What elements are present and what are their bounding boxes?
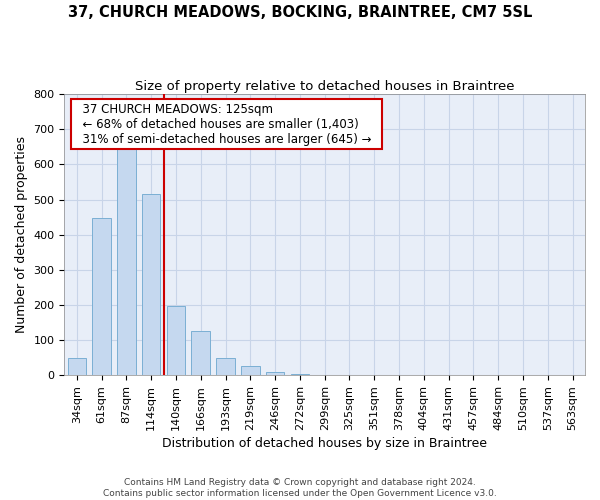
Text: 37 CHURCH MEADOWS: 125sqm  
  ← 68% of detached houses are smaller (1,403)  
  3: 37 CHURCH MEADOWS: 125sqm ← 68% of detac… — [75, 102, 379, 146]
Text: 37, CHURCH MEADOWS, BOCKING, BRAINTREE, CM7 5SL: 37, CHURCH MEADOWS, BOCKING, BRAINTREE, … — [68, 5, 532, 20]
Bar — [92, 218, 111, 375]
Bar — [191, 330, 210, 375]
Bar — [216, 358, 235, 375]
Bar — [290, 374, 309, 375]
Text: Contains HM Land Registry data © Crown copyright and database right 2024.
Contai: Contains HM Land Registry data © Crown c… — [103, 478, 497, 498]
X-axis label: Distribution of detached houses by size in Braintree: Distribution of detached houses by size … — [162, 437, 487, 450]
Bar — [316, 374, 334, 375]
Bar — [241, 366, 260, 375]
Bar — [142, 194, 160, 375]
Bar — [266, 372, 284, 375]
Bar — [167, 306, 185, 375]
Bar — [68, 358, 86, 375]
Bar — [117, 141, 136, 375]
Title: Size of property relative to detached houses in Braintree: Size of property relative to detached ho… — [135, 80, 514, 93]
Y-axis label: Number of detached properties: Number of detached properties — [15, 136, 28, 333]
